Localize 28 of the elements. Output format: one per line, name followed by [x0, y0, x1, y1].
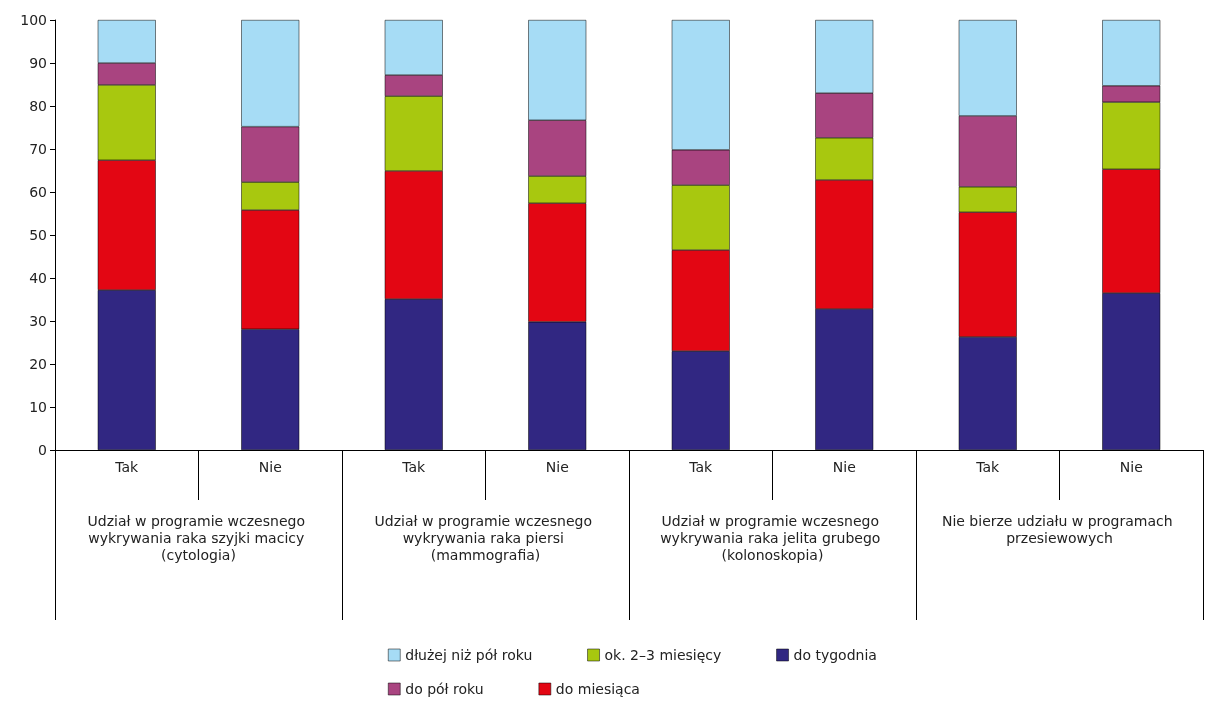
y-tick-label: 20	[29, 356, 47, 372]
x-tick-label: Nie	[1119, 459, 1143, 475]
y-tick-label: 80	[29, 98, 47, 114]
text: Udział w programie wczesnego wykrywania raka piersi (mammografia)	[374, 512, 597, 563]
y-tick-label: 100	[20, 12, 47, 28]
x-tick-label: Tak	[401, 459, 427, 475]
y-tick-label: 40	[29, 270, 47, 286]
y-tick-label: 30	[29, 313, 47, 329]
x-tick-label: Tak	[688, 459, 714, 475]
y-tick-label: 10	[29, 399, 47, 415]
x-tick-label: Tak	[975, 459, 1001, 475]
text: Udział w programie wczesnego wykrywania raka szyjki macicy (cytologia)	[87, 512, 310, 563]
text: Udział w programie wczesnego wykrywania raka jelita grubego (kolonoskopia)	[660, 512, 885, 563]
y-tick-label: 90	[29, 55, 47, 71]
x-tick-label: Nie	[545, 459, 569, 475]
x-tick-label: Tak	[114, 459, 140, 475]
legend-label: dłużej niż pół roku	[405, 647, 533, 663]
y-tick-label: 0	[38, 442, 47, 458]
legend-label: ok. 2–3 miesięcy	[604, 647, 722, 663]
y-tick-label: 70	[29, 141, 47, 157]
y-tick-label: 50	[29, 227, 47, 243]
legend-label: do miesiąca	[555, 681, 640, 697]
x-tick-label: Nie	[258, 459, 282, 475]
y-tick-label: 60	[29, 184, 47, 200]
text: Nie bierze udziału w programach przesiewowych	[941, 512, 1178, 546]
legend-label: do pół roku	[405, 681, 484, 697]
legend-label: do tygodnia	[793, 647, 877, 663]
x-tick-label: Nie	[832, 459, 856, 475]
